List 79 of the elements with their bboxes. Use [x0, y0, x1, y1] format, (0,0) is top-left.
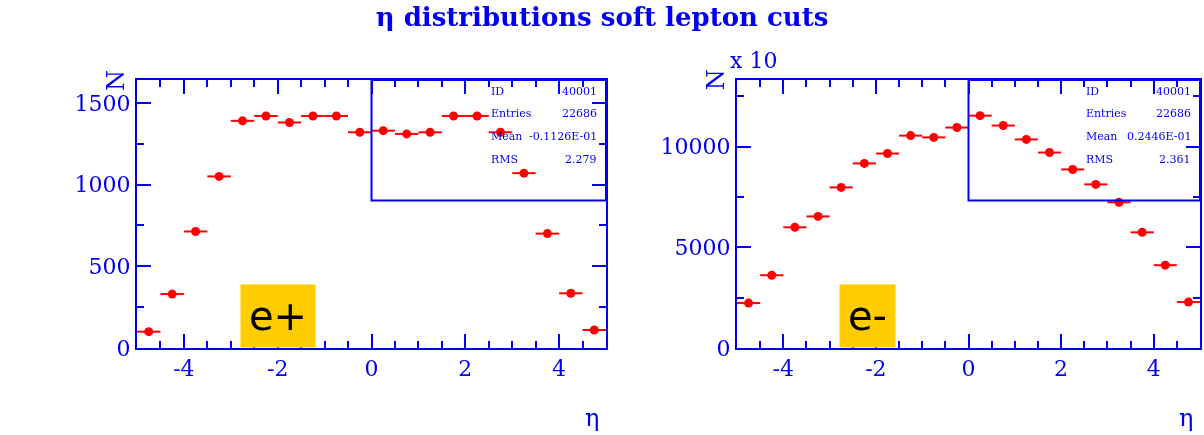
point [331, 111, 341, 121]
point [284, 117, 294, 127]
point [402, 129, 412, 139]
point [167, 289, 177, 299]
annotation: 22686 [1156, 107, 1191, 120]
point [790, 222, 800, 232]
annotation: 2.279 [565, 153, 597, 166]
point [859, 158, 869, 168]
annotation: Entries [1086, 107, 1127, 120]
point [355, 127, 365, 137]
point [425, 127, 435, 137]
point [1137, 227, 1147, 237]
point [906, 131, 916, 141]
text: x 10 [730, 48, 778, 73]
point [813, 211, 823, 221]
annotation: Mean [1086, 130, 1118, 143]
x-axis-title: η [1179, 404, 1194, 432]
point [975, 111, 985, 121]
point [1021, 134, 1031, 144]
point [449, 111, 459, 121]
x-tick-label: 2 [1054, 356, 1069, 382]
point [191, 226, 201, 236]
annotation: ID [1086, 85, 1100, 98]
chart-title: η distributions soft lepton cuts [374, 2, 830, 32]
point [1091, 179, 1101, 189]
point [744, 298, 754, 308]
point [308, 111, 318, 121]
x-tick-label: 0 [961, 356, 976, 382]
point [589, 325, 599, 335]
annotation: RMS [491, 153, 519, 166]
x-tick-label: -2 [266, 356, 289, 382]
annotation: ID [491, 85, 505, 98]
annotation: 0.2446E-01 [1127, 130, 1192, 143]
annotation: Mean [491, 130, 523, 143]
annotation: e- [848, 293, 888, 339]
y-tick-label: 0 [716, 335, 731, 361]
point [767, 270, 777, 280]
point [882, 149, 892, 159]
y-tick-label: 10000 [660, 134, 731, 160]
point [238, 116, 248, 126]
annotation: e+ [249, 293, 308, 339]
y-tick-label: 0 [116, 335, 131, 361]
y-tick-label: 500 [88, 253, 131, 279]
point [519, 168, 529, 178]
x-tick-label: -4 [772, 356, 795, 382]
point [261, 111, 271, 121]
point [929, 132, 939, 142]
point [952, 123, 962, 133]
y-axis-title: N [101, 69, 130, 91]
y-axis-title: N [702, 69, 731, 91]
x-tick-label: -4 [173, 356, 195, 382]
x-tick-label: 0 [364, 356, 379, 382]
point [214, 171, 224, 181]
annotation: -0.1126E-01 [529, 130, 598, 143]
point [1183, 297, 1193, 307]
x-tick-label: 2 [458, 356, 473, 382]
x-tick-label: -2 [865, 356, 887, 382]
annotation: 2.361 [1159, 153, 1191, 166]
y-tick-label: 1000 [74, 172, 131, 198]
x-tick-label: 4 [552, 356, 567, 382]
point [1160, 260, 1170, 270]
point [542, 229, 552, 239]
point [998, 121, 1008, 131]
annotation: RMS [1086, 153, 1114, 166]
annotation: Entries [491, 107, 532, 120]
x-tick-label: 4 [1146, 356, 1161, 382]
point [1045, 148, 1055, 158]
point [378, 126, 388, 136]
annotation: 40001 [1156, 85, 1191, 98]
y-tick-label: 1500 [74, 90, 131, 116]
x-axis-title: η [585, 404, 600, 432]
annotation: 40001 [562, 85, 597, 98]
point [566, 288, 576, 298]
point [1068, 164, 1078, 174]
point [144, 327, 154, 337]
point [472, 111, 482, 121]
point [836, 182, 846, 192]
annotation: 22686 [562, 107, 597, 120]
y-tick-label: 5000 [674, 234, 731, 260]
